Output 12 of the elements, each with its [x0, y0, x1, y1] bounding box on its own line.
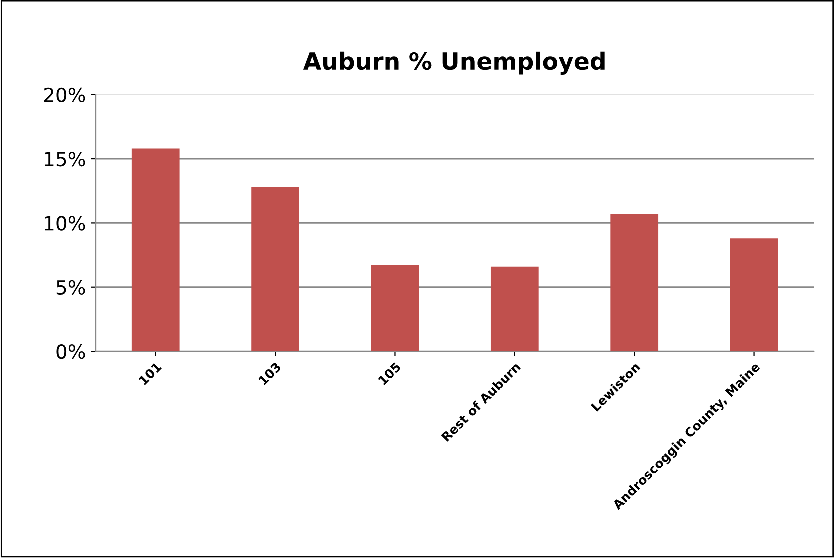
bar	[610, 214, 659, 352]
y-tick-label: 10%	[45, 216, 86, 231]
bar	[490, 266, 539, 352]
y-tick-label: 0%	[56, 344, 86, 360]
y-tick-label: 15%	[45, 152, 86, 167]
bar	[132, 148, 180, 352]
bar	[730, 238, 778, 352]
bar	[371, 266, 420, 352]
y-tick-label: 20%	[44, 88, 86, 103]
y-tick-label: 5%	[56, 280, 86, 296]
bar	[252, 187, 300, 352]
chart-title: Auburn % Unemployed	[303, 52, 605, 75]
